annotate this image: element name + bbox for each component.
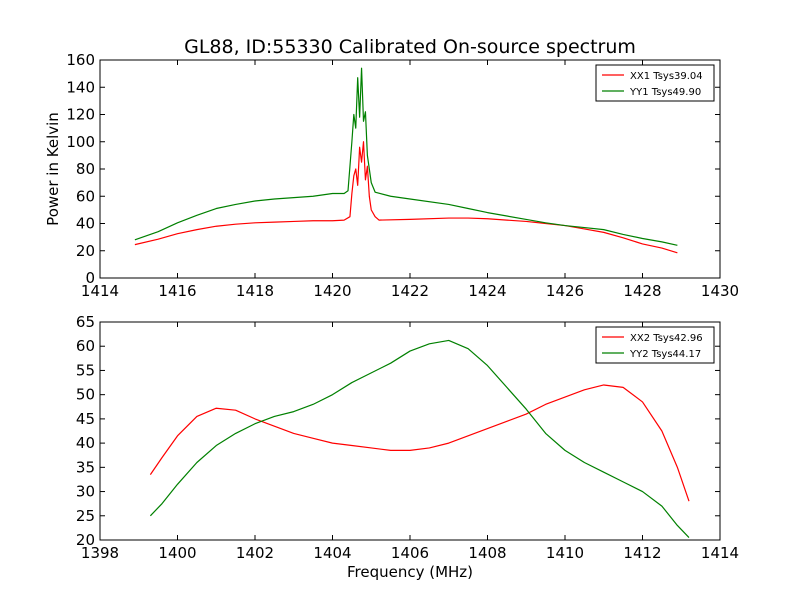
x-tick-label: 1416 (158, 282, 196, 300)
y-tick-label: 100 (66, 133, 95, 151)
x-tick-label: 1398 (81, 544, 119, 562)
plot-1: 1414 1416 1418 1420 1422 1424 1426 1428 1430 0 20 4… (44, 51, 739, 300)
x-tick-label: 1412 (623, 544, 661, 562)
x-tick-label: 1418 (236, 282, 274, 300)
x-axis-label: Frequency (MHz) (347, 563, 473, 581)
y-tick-label: 30 (76, 483, 95, 501)
y-tick-label: 55 (76, 361, 95, 379)
x-tick-label: 1408 (468, 544, 506, 562)
x-tick-label: 1400 (158, 544, 196, 562)
legend: XX1 Tsys39.04 YY1 Tsys49.90 (595, 64, 715, 102)
x-tick-label: 1420 (313, 282, 351, 300)
series-line-1-2 (134, 67, 678, 246)
y-tick-label: 35 (76, 458, 95, 476)
y-tick-label: 120 (66, 106, 95, 124)
x-tick-label: 1414 (81, 282, 119, 300)
series-line-2-1 (149, 384, 690, 502)
y-axis-label: Power in Kelvin (44, 112, 62, 226)
legend-box (595, 326, 715, 364)
legend-entry: YY2 Tsys44.17 (629, 349, 701, 360)
x-tick-label: 1404 (313, 544, 351, 562)
legend-entry: XX2 Tsys42.96 (630, 333, 703, 344)
y-tick-label: 20 (76, 242, 95, 260)
figure-title: GL88, ID:55330 Calibrated On-source spec… (184, 36, 636, 58)
x-tick-label: 1426 (546, 282, 584, 300)
y-tick-label: 40 (76, 215, 95, 233)
x-tick-label: 1422 (391, 282, 429, 300)
legend-entry: YY1 Tsys49.90 (629, 87, 701, 98)
y-tick-label: 50 (76, 386, 95, 404)
y-tick-label: 20 (76, 531, 95, 549)
x-tick-label: 1430 (701, 282, 739, 300)
x-tick-label: 1428 (623, 282, 661, 300)
x-tick-label: 1410 (546, 544, 584, 562)
y-tick-label: 80 (76, 160, 95, 178)
x-tick-label: 1402 (236, 544, 274, 562)
legend-entry: XX1 Tsys39.04 (630, 71, 703, 82)
y-tick-label: 40 (76, 434, 95, 452)
legend: XX2 Tsys42.96 YY2 Tsys44.17 (595, 326, 715, 364)
plot-2: 1398 1400 1402 1404 1406 1408 1410 1412 1414 20 25… (76, 313, 739, 581)
y-tick-label: 140 (66, 78, 95, 96)
x-tick-label: 1406 (391, 544, 429, 562)
y-tick-label: 60 (76, 187, 95, 205)
legend-box (595, 64, 715, 102)
y-tick-label: 25 (76, 507, 95, 525)
y-tick-label: 45 (76, 410, 95, 428)
y-tick-label: 0 (85, 269, 95, 287)
y-tick-label: 65 (76, 313, 95, 331)
y-tick-label: 60 (76, 337, 95, 355)
y-tick-label: 160 (66, 51, 95, 69)
x-tick-label: 1424 (468, 282, 506, 300)
x-tick-label: 1414 (701, 544, 739, 562)
series-line-2-2 (149, 339, 690, 538)
